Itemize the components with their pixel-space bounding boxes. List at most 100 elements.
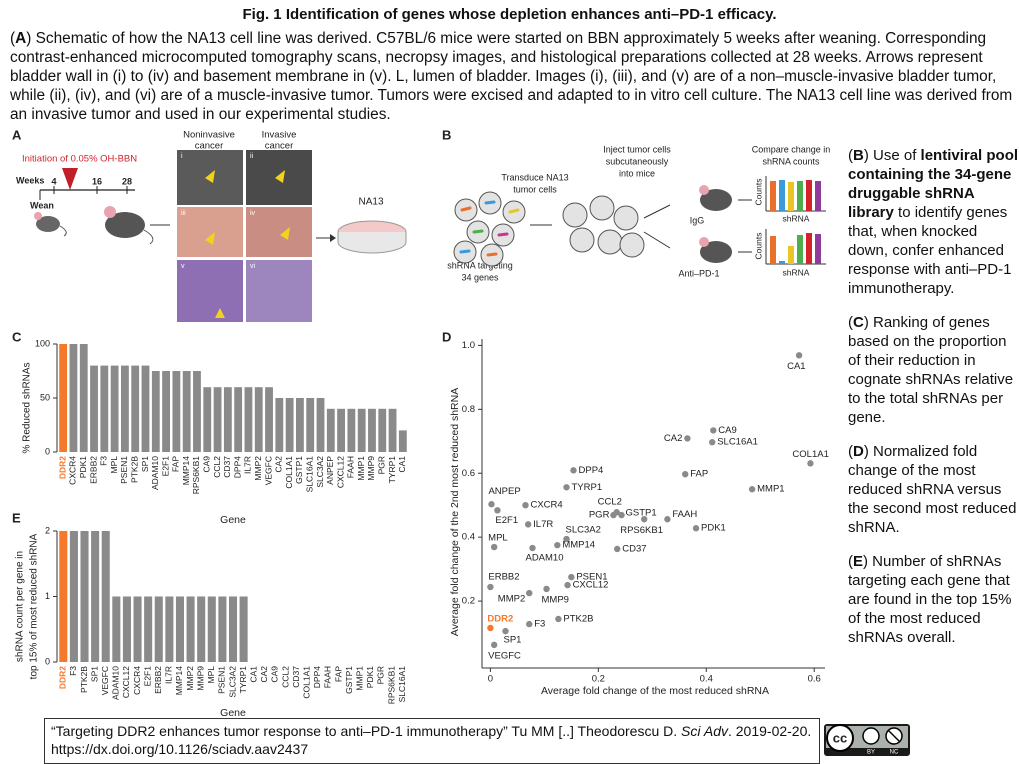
point-label: MMP9 bbox=[542, 594, 569, 605]
selected-cells bbox=[562, 195, 645, 258]
image-label: v bbox=[181, 263, 185, 270]
x-tick-label: SLC3A2 bbox=[227, 666, 237, 698]
x-tick-label: MPL bbox=[109, 456, 119, 474]
point bbox=[488, 501, 495, 508]
x-tick-label: PSEN1 bbox=[217, 666, 227, 694]
x-tick-label: SP1 bbox=[140, 456, 150, 472]
bar bbox=[69, 531, 78, 662]
step-label: Inject tumor cells bbox=[603, 144, 671, 154]
x-tick-label: DDR2 bbox=[57, 456, 67, 479]
x-tick-label: CXCR4 bbox=[68, 456, 78, 485]
bar bbox=[218, 596, 227, 662]
y-axis-title: Average fold change of the 2nd most redu… bbox=[449, 388, 461, 636]
bar bbox=[368, 408, 376, 452]
mouse-igg bbox=[699, 185, 732, 211]
x-tick-label: IL7R bbox=[164, 666, 174, 684]
weeks-label: Weeks bbox=[16, 175, 44, 185]
x-tick-label: 0.4 bbox=[700, 674, 713, 685]
x-tick-label: MMP2 bbox=[185, 666, 195, 691]
x-tick-label: PTK2B bbox=[79, 666, 89, 693]
description: (D) Normalized fold change of the most r… bbox=[848, 442, 1019, 537]
bar bbox=[186, 596, 195, 662]
x-tick-label: GSTP1 bbox=[344, 666, 354, 694]
x-tick-label: COL1A1 bbox=[284, 456, 294, 489]
x-tick-label: CA9 bbox=[202, 456, 212, 473]
bar bbox=[90, 365, 98, 452]
point bbox=[807, 460, 814, 467]
point-label: CCL2 bbox=[598, 497, 622, 508]
bar bbox=[296, 398, 304, 452]
point-label: PGR bbox=[589, 510, 610, 521]
point bbox=[692, 525, 700, 532]
bar bbox=[193, 371, 201, 452]
histology-image bbox=[177, 260, 243, 322]
bar bbox=[347, 408, 356, 452]
point-label: COL1A1 bbox=[792, 449, 828, 460]
group-label: Anti–PD-1 bbox=[678, 268, 719, 278]
x-tick-label: CD37 bbox=[291, 666, 301, 688]
x-tick-label: CA2 bbox=[259, 666, 269, 683]
point bbox=[502, 627, 509, 635]
x-tick-label: MMP9 bbox=[366, 456, 376, 481]
bar bbox=[239, 596, 248, 662]
x-tick-label: CA9 bbox=[270, 666, 280, 683]
point bbox=[563, 484, 570, 491]
point-label: RPS6KB1 bbox=[620, 525, 663, 536]
point bbox=[494, 507, 501, 514]
bar bbox=[337, 408, 345, 452]
step-label: shRNA targeting bbox=[447, 260, 513, 270]
bar bbox=[182, 371, 191, 452]
bar bbox=[59, 344, 68, 452]
bar bbox=[144, 596, 153, 662]
image-label: ii bbox=[250, 153, 254, 160]
y-tick-label: 0.8 bbox=[462, 404, 475, 415]
panel-letter: C bbox=[12, 329, 22, 344]
marker-arrow bbox=[275, 170, 285, 183]
mini-axis-label: Counts bbox=[753, 179, 763, 206]
bar bbox=[91, 531, 100, 662]
point bbox=[710, 427, 717, 434]
image-label: iii bbox=[181, 210, 186, 217]
x-tick-label: CCL2 bbox=[212, 456, 222, 478]
initiation-arrow bbox=[62, 168, 78, 190]
x-tick-label: E2F1 bbox=[160, 456, 170, 477]
bar bbox=[285, 398, 294, 452]
x-tick-label: FAP bbox=[333, 666, 343, 682]
x-tick-label: SLC16A1 bbox=[397, 666, 407, 703]
description-text: B bbox=[853, 147, 864, 164]
x-tick-label: CXCL12 bbox=[121, 666, 131, 698]
descriptions: (B) Use of lentiviral pool containing th… bbox=[848, 146, 1019, 662]
point-label: PTK2B bbox=[563, 613, 593, 624]
point-label: DPP4 bbox=[579, 465, 604, 476]
point-label: TYRP1 bbox=[571, 482, 602, 493]
mini-axis-label: shRNA bbox=[783, 267, 810, 277]
large-mouse bbox=[104, 206, 154, 245]
x-tick-label: PDK1 bbox=[365, 666, 375, 688]
x-tick-label: FAAH bbox=[323, 666, 333, 688]
bar bbox=[197, 596, 206, 662]
citation: “Targeting DDR2 enhances tumor response … bbox=[44, 718, 820, 764]
description-text: ) Use of bbox=[863, 147, 921, 164]
x-tick-label: CXCL12 bbox=[335, 456, 345, 488]
header: Noninvasive bbox=[183, 130, 235, 141]
description-text: ( bbox=[848, 147, 853, 164]
x-tick-label: 0 bbox=[488, 674, 493, 685]
step-label: tumor cells bbox=[513, 184, 557, 194]
point bbox=[641, 516, 648, 523]
point bbox=[684, 435, 691, 442]
x-tick-label: TYRP1 bbox=[387, 456, 397, 484]
description-text: ) Normalized fold change of the most red… bbox=[848, 443, 1017, 536]
bar bbox=[378, 408, 387, 452]
bar bbox=[306, 398, 315, 452]
point-label: GSTP1 bbox=[626, 508, 657, 519]
point-label: CXCR4 bbox=[530, 500, 562, 511]
x-tick-label: IL7R bbox=[243, 456, 253, 474]
point bbox=[490, 543, 498, 551]
bar bbox=[203, 387, 212, 452]
x-tick-label: MMP1 bbox=[355, 666, 365, 691]
license-by: BY bbox=[867, 750, 875, 756]
header: Invasive bbox=[262, 130, 297, 141]
point bbox=[682, 470, 689, 478]
point-label: MMP2 bbox=[498, 594, 525, 605]
x-tick-label: CCL2 bbox=[280, 666, 290, 688]
